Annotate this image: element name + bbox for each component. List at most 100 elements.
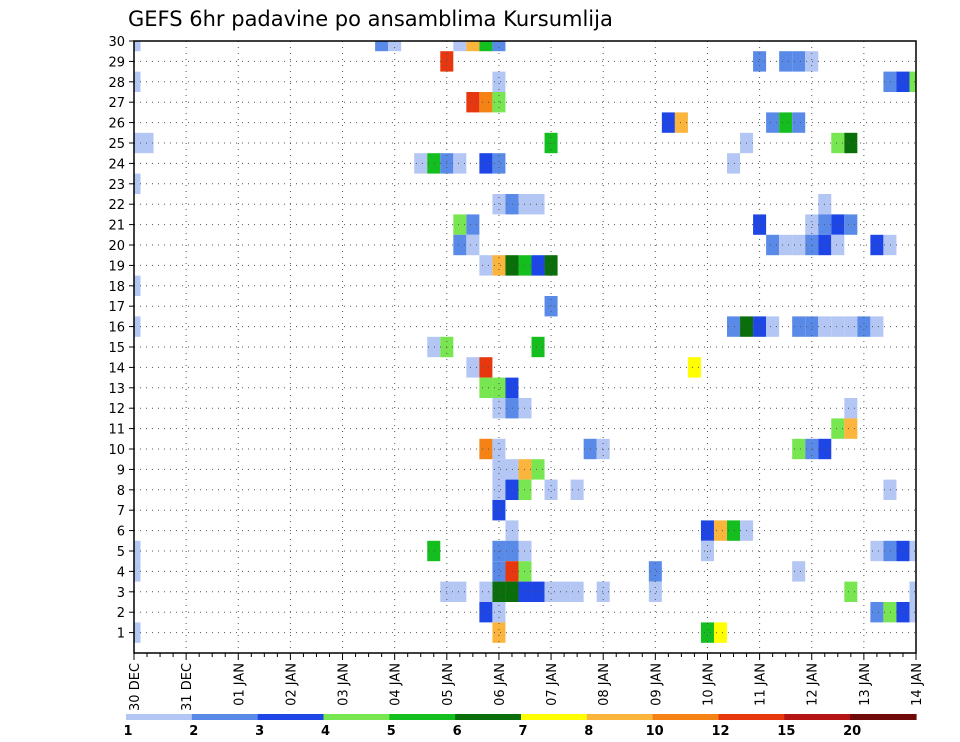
heatmap-cell: [674, 112, 688, 133]
heatmap-cell: [466, 234, 480, 256]
y-tick-label: 11: [108, 423, 125, 438]
heatmap-cell: [531, 336, 545, 358]
heatmap-cell: [505, 479, 519, 500]
heatmap-cell: [844, 316, 858, 337]
heatmap-cell: [531, 255, 545, 276]
x-tick-label: 31 DEC: [180, 663, 195, 711]
heatmap-cell: [792, 438, 806, 460]
heatmap-cell: [427, 336, 441, 358]
legend-color-swatch: [389, 714, 456, 720]
heatmap-cell: [727, 153, 741, 174]
heatmap-cell: [492, 377, 506, 398]
heatmap-cell: [140, 132, 154, 154]
heatmap-cell: [134, 561, 141, 582]
heatmap-cell: [492, 602, 506, 623]
heatmap-cell: [134, 622, 141, 643]
heatmap-cell: [570, 479, 584, 500]
legend-label: 6: [453, 724, 462, 739]
x-tick-label: 13 JAN: [858, 663, 873, 706]
heatmap-cell: [700, 622, 714, 643]
x-tick-label: 30 DEC: [128, 663, 143, 711]
heatmap-cell: [831, 132, 845, 154]
heatmap-cell: [870, 316, 884, 337]
legend-label: 20: [843, 724, 861, 739]
heatmap-cell: [466, 357, 480, 378]
y-tick-label: 13: [108, 382, 125, 397]
heatmap-cell: [727, 316, 741, 337]
heatmap-cell: [792, 316, 806, 337]
heatmap-cell: [753, 316, 767, 337]
heatmap-cell: [687, 357, 701, 378]
heatmap-cell: [883, 602, 897, 623]
y-tick-label: 5: [117, 545, 125, 560]
y-tick-label: 30: [108, 35, 125, 50]
heatmap-cell: [779, 112, 793, 133]
legend-color-swatch: [455, 714, 522, 720]
y-tick-label: 1: [117, 627, 125, 642]
heatmap-cell: [466, 214, 480, 235]
heatmap-cell: [648, 581, 662, 602]
heatmap-cell: [466, 41, 480, 52]
heatmap-cell: [883, 71, 897, 92]
heatmap-cell: [414, 153, 428, 174]
x-tick-label: 06 JAN: [493, 663, 508, 706]
heatmap-cell: [453, 234, 467, 256]
heatmap-cell: [479, 357, 493, 378]
legend-label: 15: [777, 724, 795, 739]
legend-color-swatch: [652, 714, 720, 720]
heatmap-cell: [479, 92, 493, 113]
x-tick-label: 14 JAN: [910, 663, 925, 706]
chart-title: GEFS 6hr padavine po ansamblima Kursumli…: [128, 7, 613, 31]
heatmap-cell: [844, 132, 858, 154]
heatmap-cell: [713, 622, 728, 643]
y-tick-label: 28: [108, 76, 125, 91]
heatmap-cell: [134, 540, 141, 562]
y-tick-label: 29: [108, 55, 125, 70]
legend-label: 5: [387, 724, 396, 739]
heatmap-cell: [492, 92, 506, 113]
y-tick-label: 24: [108, 157, 125, 172]
y-tick-label: 25: [108, 137, 125, 152]
heatmap-cell: [492, 153, 506, 174]
heatmap-cell: [479, 377, 493, 398]
y-tick-label: 10: [108, 443, 125, 458]
legend-label: 12: [711, 724, 729, 739]
y-tick-label: 23: [108, 178, 125, 193]
heatmap-cell: [544, 479, 558, 500]
heatmap-cell: [492, 561, 506, 582]
x-tick-label: 07 JAN: [545, 663, 560, 706]
heatmap-cell: [570, 581, 584, 602]
y-tick-label: 14: [108, 361, 125, 376]
heatmap-cell: [505, 520, 519, 541]
heatmap-cell: [531, 194, 545, 215]
heatmap-cell: [792, 561, 806, 582]
heatmap-cell: [792, 234, 806, 256]
heatmap-cell: [479, 438, 493, 460]
heatmap-cell: [805, 51, 819, 72]
heatmap-cell: [792, 51, 806, 72]
heatmap-cell: [505, 377, 519, 398]
heatmap-cell: [479, 41, 493, 52]
heatmap-cell: [531, 581, 545, 602]
y-tick-label: 7: [117, 504, 125, 519]
heatmap-cell: [427, 540, 441, 562]
heatmap-cell: [909, 71, 916, 92]
x-tick-label: 11 JAN: [754, 663, 769, 706]
heatmap-cell: [492, 581, 506, 602]
x-tick-label: 02 JAN: [284, 663, 299, 706]
heatmap-cell: [479, 602, 493, 623]
y-tick-label: 6: [117, 525, 125, 540]
legend-color-swatch: [126, 714, 193, 720]
heatmap-cell: [909, 540, 916, 562]
y-tick-label: 3: [117, 586, 125, 601]
heatmap-cell: [492, 500, 506, 521]
y-tick-label: 17: [108, 300, 125, 315]
legend-label: 3: [255, 724, 264, 739]
x-tick-label: 12 JAN: [806, 663, 821, 706]
legend-color-swatch: [191, 714, 259, 720]
heatmap-cell: [505, 255, 519, 276]
heatmap-cell: [134, 275, 141, 296]
y-tick-label: 22: [108, 198, 125, 213]
heatmap-cell: [134, 71, 141, 92]
